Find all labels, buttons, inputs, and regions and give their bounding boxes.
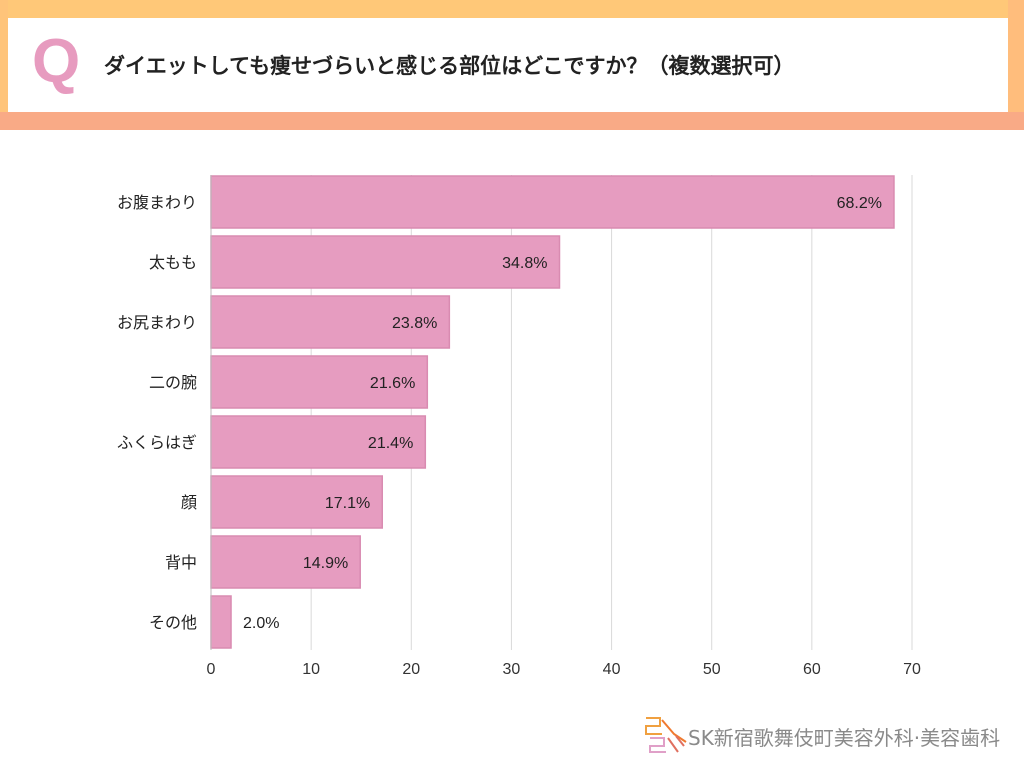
value-label: 21.6% [370,375,415,392]
header-shadow [0,112,1024,130]
category-label: その他 [149,613,197,632]
category-label: お尻まわり [117,313,197,332]
x-tick-label: 30 [503,661,521,678]
value-label: 34.8% [502,255,547,272]
question-box [8,18,1008,112]
bar [210,595,232,649]
header-band [0,0,8,130]
category-label: 背中 [165,553,197,572]
value-label: 14.9% [303,555,348,572]
value-label: 68.2% [837,195,882,212]
category-label: 二の腕 [149,373,197,392]
logo-text: SK新宿歌舞伎町美容外科·美容歯科 [688,726,1001,750]
value-label: 2.0% [243,615,279,632]
x-tick-label: 20 [402,661,420,678]
logo-mark-icon [645,717,687,753]
question-title: ダイエットしても痩せづらいと感じる部位はどこですか？（複数選択可） [104,54,795,78]
value-label: 17.1% [325,495,370,512]
x-tick-label: 70 [903,661,921,678]
bar [210,535,361,589]
bar [210,175,895,229]
value-label: 23.8% [392,315,437,332]
x-tick-label: 40 [603,661,621,678]
bar [210,415,427,469]
q-mark: Q [32,27,81,96]
bar [210,475,383,529]
x-tick-label: 50 [703,661,721,678]
x-tick-label: 0 [207,661,216,678]
x-tick-label: 10 [302,661,320,678]
header-band [0,0,1024,18]
category-label: 太もも [149,253,197,272]
value-label: 21.4% [368,435,413,452]
x-tick-label: 60 [803,661,821,678]
bar [210,355,429,409]
category-label: ふくらはぎ [117,433,197,452]
header-band [1008,0,1024,130]
category-label: お腹まわり [117,193,197,212]
category-label: 顔 [181,493,197,512]
